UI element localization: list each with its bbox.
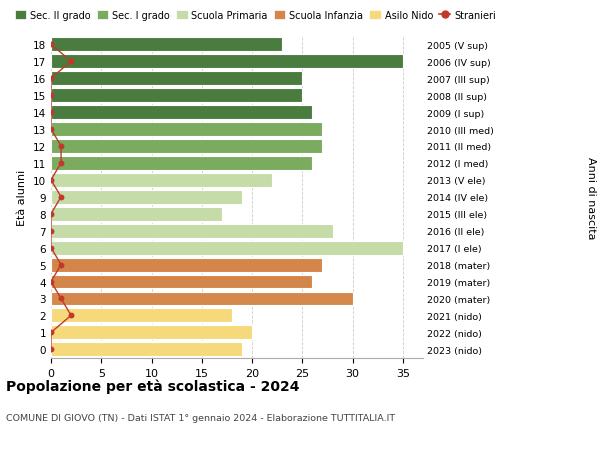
Bar	[51, 140, 322, 154]
Text: COMUNE DI GIOVO (TN) - Dati ISTAT 1° gennaio 2024 - Elaborazione TUTTITALIA.IT: COMUNE DI GIOVO (TN) - Dati ISTAT 1° gen…	[6, 413, 395, 422]
Bar	[51, 89, 302, 103]
Bar	[51, 342, 242, 357]
Bar	[51, 292, 353, 306]
Text: Popolazione per età scolastica - 2024: Popolazione per età scolastica - 2024	[6, 379, 299, 393]
Point	[46, 228, 56, 235]
Bar	[51, 55, 403, 69]
Point	[46, 346, 56, 353]
Bar	[51, 190, 242, 204]
Point	[46, 278, 56, 285]
Point	[67, 58, 76, 66]
Point	[67, 312, 76, 319]
Bar	[51, 275, 313, 289]
Point	[56, 295, 66, 302]
Bar	[51, 38, 282, 52]
Bar	[51, 174, 272, 187]
Point	[46, 75, 56, 83]
Point	[56, 160, 66, 167]
Point	[56, 194, 66, 201]
Point	[56, 261, 66, 269]
Y-axis label: Età alunni: Età alunni	[17, 169, 28, 225]
Legend: Sec. II grado, Sec. I grado, Scuola Primaria, Scuola Infanzia, Asilo Nido, Stran: Sec. II grado, Sec. I grado, Scuola Prim…	[11, 7, 500, 25]
Point	[46, 245, 56, 252]
Point	[46, 109, 56, 117]
Bar	[51, 241, 403, 255]
Point	[56, 143, 66, 150]
Bar	[51, 72, 302, 86]
Point	[46, 211, 56, 218]
Bar	[51, 207, 222, 221]
Point	[46, 329, 56, 336]
Bar	[51, 123, 322, 137]
Bar	[51, 224, 332, 238]
Bar	[51, 106, 313, 120]
Bar	[51, 258, 322, 272]
Point	[46, 92, 56, 100]
Bar	[51, 157, 313, 170]
Point	[46, 177, 56, 184]
Bar	[51, 309, 232, 323]
Point	[46, 126, 56, 134]
Bar	[51, 326, 252, 340]
Text: Anni di nascita: Anni di nascita	[586, 156, 596, 239]
Point	[46, 41, 56, 49]
